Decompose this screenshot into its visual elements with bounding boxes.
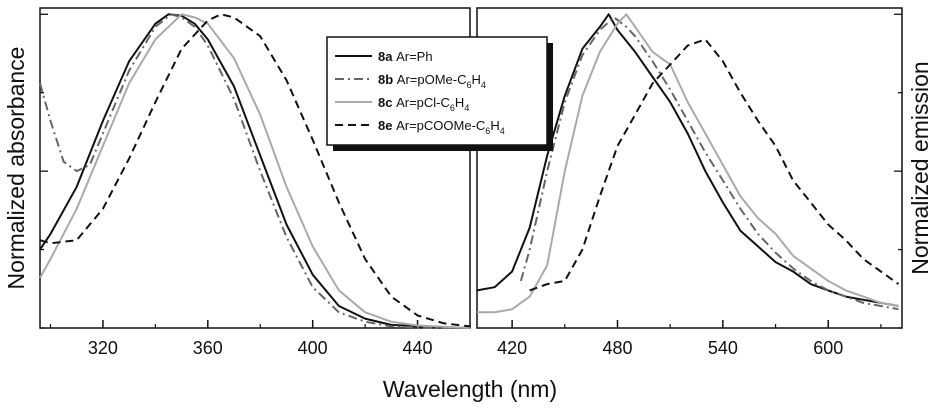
- legend-label-8c: 8c Ar=pCl-C6H4: [378, 95, 469, 113]
- axis-ticks: 320 360 400 440 420 480 540 600: [40, 13, 902, 358]
- absorbance-series-8b: [39, 13, 471, 329]
- emission-x-tick-label: 540: [708, 338, 738, 358]
- legend-label-8e: 8e Ar=pCOOMe-C6H4: [378, 118, 505, 136]
- emission-x-tick-label: 420: [497, 338, 527, 358]
- legend-label-8a: 8a Ar=Ph: [378, 49, 433, 64]
- absorbance-plot-frame: [39, 7, 471, 329]
- emission-x-tick-label: 480: [602, 338, 632, 358]
- y-axis-label-right: Normalized emission: [907, 61, 933, 274]
- absorbance-series-8c: [39, 13, 471, 329]
- legend-label-8b: 8b Ar=pOMe-C6H4: [378, 72, 486, 90]
- absorbance-x-tick-label: 440: [403, 338, 433, 358]
- legend: 8a Ar=Ph 8b Ar=pOMe-C6H4 8c Ar=pCl-C6H4 8e …: [326, 36, 553, 151]
- legend-entries: 8a Ar=Ph 8b Ar=pOMe-C6H4 8c Ar=pCl-C6H4 8e …: [335, 49, 505, 136]
- absorbance-series-8a: [39, 13, 471, 329]
- emission-plot-frame: [476, 7, 903, 329]
- emission-series-8c: [477, 13, 899, 314]
- absorbance-x-tick-label: 360: [193, 338, 223, 358]
- absorbance-x-tick-label: 400: [298, 338, 328, 358]
- y-axis-label-left: Normalized absorbance: [3, 47, 29, 290]
- x-axis-label: Wavelength (nm): [383, 376, 557, 402]
- emission-x-tick-label: 600: [813, 338, 843, 358]
- absorbance-series-8e: [39, 13, 471, 328]
- absorbance-x-tick-label: 320: [88, 338, 118, 358]
